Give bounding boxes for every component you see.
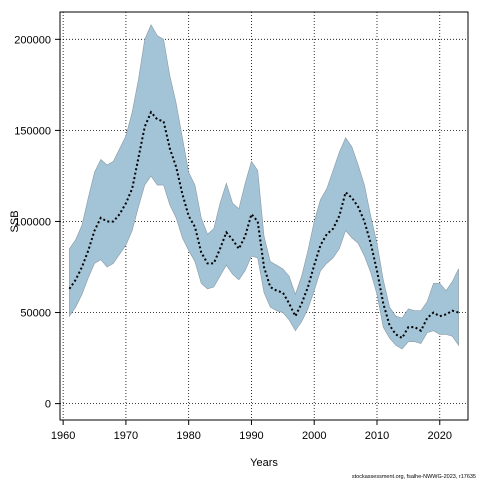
x-tick-label: 1980 (176, 430, 200, 442)
y-tick-label: 0 (45, 399, 51, 411)
x-tick-label: 2000 (302, 430, 326, 442)
x-tick-label: 1960 (51, 430, 75, 442)
x-tick-label: 1970 (114, 430, 138, 442)
confidence-band (69, 24, 459, 350)
ssb-estimate-line (68, 110, 459, 340)
x-tick-label: 2010 (365, 430, 389, 442)
x-tick-label: 2020 (428, 430, 452, 442)
y-axis: 0 50000 100000 150000 200000 (14, 34, 60, 411)
x-tick-label: 1990 (239, 430, 263, 442)
y-tick-label: 150000 (14, 125, 51, 137)
x-axis: 1960 1970 1980 1990 2000 2010 2020 (51, 420, 452, 442)
y-tick-label: 200000 (14, 34, 51, 46)
x-axis-title: Years (250, 457, 278, 469)
y-tick-label: 50000 (20, 308, 51, 320)
source-note: stockassessment.org, fsalhe-NWWG-2023, r… (352, 474, 476, 480)
plot-frame (59, 11, 469, 421)
y-tick-label: 100000 (14, 216, 51, 228)
y-axis-title: SSB (9, 210, 21, 232)
